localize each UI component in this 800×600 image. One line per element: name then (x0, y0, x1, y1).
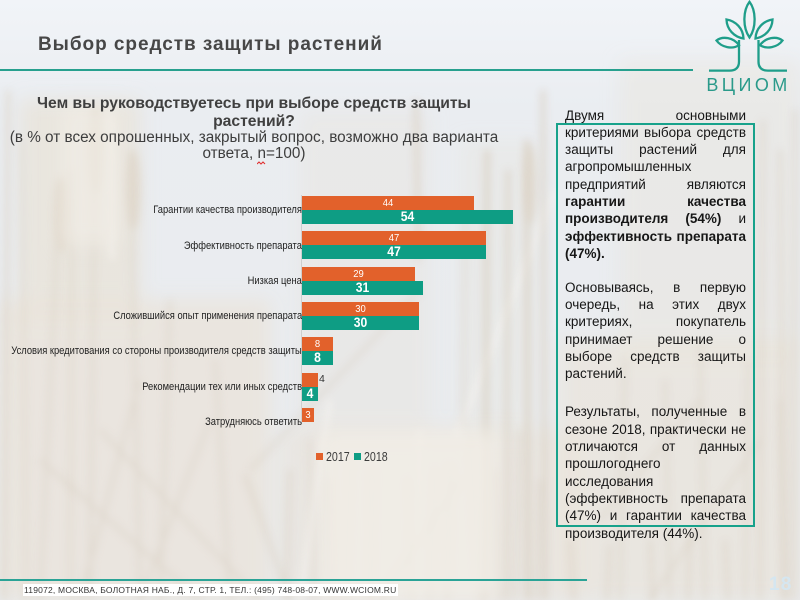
svg-text:ВЦИОМ: ВЦИОМ (706, 75, 790, 95)
